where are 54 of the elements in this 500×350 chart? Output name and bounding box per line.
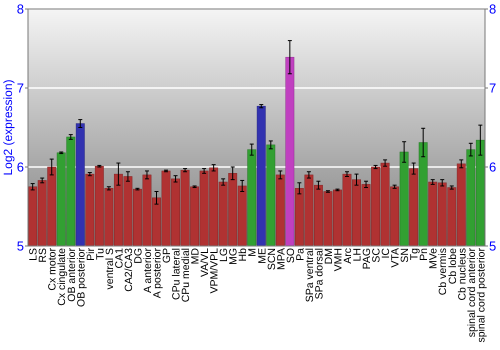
x-tick-label: Pir: [84, 248, 97, 261]
x-tick-label: SC: [370, 248, 383, 263]
x-tick-label: spinal cord posterior: [475, 247, 488, 343]
x-tick-label: Cb vermis: [437, 248, 450, 296]
x-tick-label: LS: [28, 248, 40, 261]
x-tick-label: MPA: [275, 248, 288, 270]
x-tick-label: VPM/VPL: [208, 248, 221, 294]
x-tick-label: M: [246, 248, 259, 257]
x-tick-label: Hb: [237, 248, 250, 262]
x-tick-label: SO: [284, 248, 297, 264]
y2-tick-label: 8: [489, 2, 496, 17]
x-tick-label: VTA: [390, 248, 402, 268]
x-tick-label: VMH: [332, 248, 344, 272]
x-tick-label: A posterior: [151, 248, 164, 298]
x-tick-label: CA1: [113, 248, 126, 268]
x-tick-label: OB anterior: [66, 248, 78, 302]
x-tick-label: DM: [322, 248, 335, 264]
x-tick-label: LH: [352, 248, 364, 262]
x-tick-label: Cb nucleus: [456, 248, 468, 301]
x-tick-label: DG: [132, 248, 144, 264]
x-tick-label: SN: [399, 248, 412, 263]
y-axis-title: Log2 (expression): [1, 79, 15, 176]
x-tick-label: Pn: [418, 248, 430, 261]
x-tick-label: CPu medial: [180, 248, 192, 302]
y2-tick-label: 5: [489, 238, 496, 254]
x-tick-label: Pa: [294, 248, 306, 261]
x-tick-label: MD: [190, 248, 202, 264]
x-tick-label: VA/VL: [199, 248, 212, 277]
x-tick-label: SPa dorsal: [313, 248, 326, 300]
y-tick-label: 7: [16, 80, 24, 96]
x-tick-label: A anterior: [142, 248, 154, 293]
x-tick-label: MVe: [428, 248, 440, 270]
x-tick-label: ventral S: [104, 248, 116, 290]
y2-tick-label: 7: [489, 80, 496, 96]
x-tick-label: GP: [161, 248, 174, 264]
x-tick-label: spinal cord anterior: [466, 247, 478, 338]
x-tick-label: CA2/CA3: [122, 248, 135, 292]
x-tick-label: SPa ventral: [304, 248, 316, 302]
x-tick-label: SCN: [266, 248, 278, 270]
x-tick-label: Tu: [94, 248, 106, 260]
x-tick-label: OB posterior: [75, 248, 88, 307]
y-tick-label: 8: [16, 2, 24, 17]
y-tick-label: 5: [16, 238, 24, 254]
x-tick-label: RS: [37, 248, 50, 263]
x-tick-label: Cb lobe: [446, 248, 459, 284]
x-tick-label: PAG: [361, 248, 374, 270]
y2-tick-label: 6: [489, 160, 496, 175]
x-tick-label: IC: [380, 248, 392, 258]
x-tick-label: ME: [256, 248, 268, 264]
x-tick-label: Arc: [342, 248, 354, 264]
x-tick-label: Tg: [408, 248, 421, 260]
y-tick-label: 6: [16, 160, 24, 175]
x-tick-label: LG: [218, 248, 230, 262]
x-tick-label: Cx cingulate: [56, 248, 68, 306]
